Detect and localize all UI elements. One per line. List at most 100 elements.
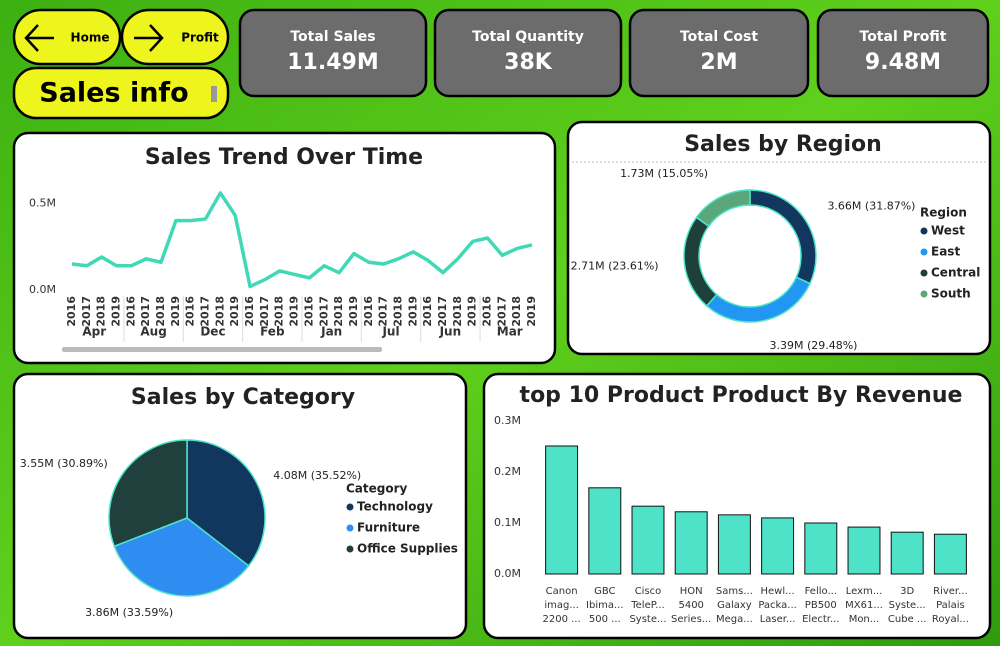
x-tick-label: Electr...	[802, 614, 839, 625]
x-tick-label: 2019	[466, 296, 479, 327]
legend-label: Furniture	[357, 521, 420, 535]
slice	[186, 439, 266, 567]
y-tick-label: 0.0M	[494, 567, 521, 580]
x-group-label: Jul	[381, 325, 399, 339]
x-group-label: Mar	[497, 325, 523, 339]
x-tick-label: 2017	[258, 296, 271, 327]
x-tick-label: 2016	[65, 296, 78, 327]
x-tick-label: 2018	[95, 296, 108, 327]
bar	[761, 517, 795, 575]
kpi-card	[816, 8, 990, 98]
legend-marker	[346, 503, 354, 511]
bar	[717, 514, 751, 575]
x-tick-label: Sams...	[716, 586, 753, 597]
x-tick-label: Cube ...	[888, 614, 927, 625]
x-tick-label: 2018	[391, 296, 404, 327]
x-tick-label: Mon...	[849, 614, 880, 625]
y-tick-label: 0.2M	[494, 465, 521, 478]
data-label: 4.08M (35.52%)	[273, 469, 361, 482]
line	[71, 191, 533, 289]
x-tick-label: PB500	[805, 600, 837, 611]
data-label: 3.86M (33.59%)	[85, 606, 173, 619]
kpi-value: 11.49M	[287, 50, 378, 75]
data-label: 3.66M (31.87%)	[827, 199, 915, 212]
y-tick-label: 0.3M	[494, 414, 521, 427]
x-tick-label: GBC	[594, 586, 615, 597]
scrollbar[interactable]	[62, 347, 382, 352]
x-tick-label: 2019	[110, 296, 123, 327]
panel	[566, 120, 992, 356]
x-tick-label: 2018	[332, 296, 345, 327]
x-tick-label: 5400	[678, 600, 703, 611]
x-tick-label: Laser...	[760, 614, 796, 625]
bar	[847, 526, 881, 575]
x-tick-label: 2017	[377, 296, 390, 327]
x-tick-label: 2019	[228, 296, 241, 327]
bar	[804, 522, 838, 575]
legend-label: Office Supplies	[357, 542, 458, 556]
slice	[108, 439, 188, 548]
x-tick-label: 2016	[362, 296, 375, 327]
x-tick-label: Royal...	[932, 614, 969, 625]
x-tick-label: Palais	[936, 600, 965, 611]
chart-title: Sales by Region	[684, 132, 882, 157]
x-group-label: Apr	[82, 325, 106, 339]
x-tick-label: 2019	[169, 296, 182, 327]
x-tick-label: 2018	[154, 296, 167, 327]
legend-label: South	[931, 287, 971, 301]
legend-marker	[346, 524, 354, 532]
x-tick-label: 2019	[288, 296, 301, 327]
x-tick-label: 2018	[273, 296, 286, 327]
data-label: 2.71M (23.61%)	[571, 260, 659, 273]
data-label: 3.55M (30.89%)	[20, 457, 108, 470]
x-tick-label: 2019	[525, 296, 538, 327]
x-tick-label: Canon	[546, 586, 578, 597]
x-tick-label: 2016	[421, 296, 434, 327]
kpi-value: 2M	[700, 50, 737, 75]
home-button[interactable]: Home	[12, 8, 122, 66]
x-tick-label: 2018	[451, 296, 464, 327]
y-tick-label: 0.0M	[29, 283, 56, 296]
kpi-card	[628, 8, 810, 98]
x-tick-label: 2016	[243, 296, 256, 327]
profit-label[interactable]: Profit	[181, 31, 219, 45]
chart-title: Sales by Category	[131, 385, 355, 410]
bar	[890, 531, 924, 575]
profit-button[interactable]: Profit	[120, 8, 230, 66]
x-tick-label: River...	[933, 586, 968, 597]
x-group-label: Jun	[439, 325, 462, 339]
y-tick-label: 0.5M	[29, 196, 56, 209]
legend-label: Central	[931, 266, 980, 280]
x-tick-label: 2017	[80, 296, 93, 327]
legend-title: Category	[346, 482, 408, 496]
bar	[933, 533, 967, 575]
data-label: 1.73M (15.05%)	[620, 167, 708, 180]
chart-title: Sales Trend Over Time	[145, 145, 423, 170]
x-tick-label: Series...	[671, 614, 711, 625]
data-label: 3.39M (29.48%)	[769, 339, 857, 352]
x-tick-label: 500 ...	[589, 614, 621, 625]
x-tick-label: 2018	[510, 296, 523, 327]
x-tick-label: imag...	[544, 600, 579, 611]
kpi-label: Total Cost	[680, 29, 758, 45]
slice	[113, 517, 250, 597]
legend-marker	[346, 545, 354, 553]
kpi-card	[238, 8, 428, 98]
kpi-label: Total Quantity	[472, 29, 584, 45]
x-tick-label: Hewl...	[761, 586, 795, 597]
x-tick-label: 2017	[199, 296, 212, 327]
home-label[interactable]: Home	[71, 31, 110, 45]
x-tick-label: 2017	[139, 296, 152, 327]
x-tick-label: 2019	[406, 296, 419, 327]
legend-label: Technology	[357, 500, 433, 514]
x-tick-label: 3D	[900, 586, 914, 597]
legend-title: Region	[920, 206, 967, 220]
x-tick-label: Packa...	[758, 600, 797, 611]
x-tick-label: 2016	[480, 296, 493, 327]
kpi-label: Total Profit	[860, 29, 947, 45]
x-tick-label: Cisco	[635, 586, 662, 597]
bar	[631, 505, 665, 575]
x-tick-label: HON	[680, 586, 703, 597]
